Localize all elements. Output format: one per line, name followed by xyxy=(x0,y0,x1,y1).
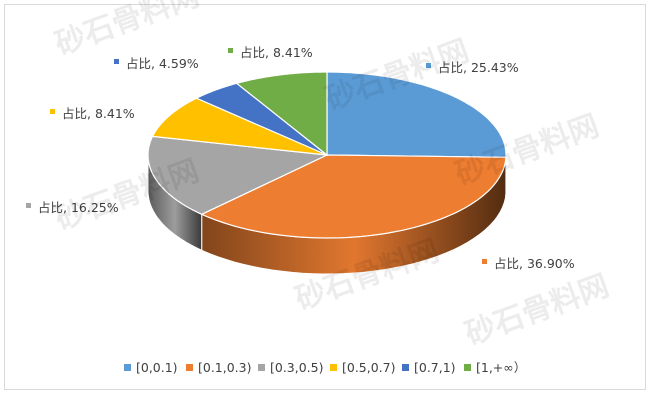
legend-swatch-1 xyxy=(186,364,193,371)
pie-slice-3[interactable] xyxy=(151,97,328,156)
legend-entry-2[interactable]: [0.3,0.5) xyxy=(270,360,324,375)
legend-entry-4[interactable]: [0.7,1) xyxy=(414,360,456,375)
legend-swatch-5 xyxy=(464,364,471,371)
legend-swatch-3 xyxy=(330,364,337,371)
legend-entry-5[interactable]: [1,+∞） xyxy=(476,360,526,375)
legend-swatch-2 xyxy=(258,364,265,371)
pie-slice-4[interactable] xyxy=(195,82,328,156)
data-label-3: 占比, 8.41% xyxy=(62,106,135,121)
legend-entry-3[interactable]: [0.5,0.7) xyxy=(342,360,396,375)
data-label-marker xyxy=(228,48,233,53)
chart-border xyxy=(4,4,646,390)
pie-slice-1[interactable] xyxy=(200,154,507,239)
legend-swatch-0 xyxy=(124,364,131,371)
data-label-marker xyxy=(426,63,431,68)
watermark: 砂石骨料网 xyxy=(461,268,614,352)
data-label-0: 占比, 25.43% xyxy=(438,60,519,75)
watermark: 砂石骨料网 xyxy=(51,0,204,63)
data-label-marker xyxy=(26,203,31,208)
pie-slice-5[interactable] xyxy=(235,71,328,157)
data-label-marker xyxy=(114,59,119,64)
legend-swatch-4 xyxy=(402,364,409,371)
pie-slice-0[interactable] xyxy=(326,71,507,158)
data-label-5: 占比, 8.41% xyxy=(240,45,313,60)
data-label-2: 占比, 16.25% xyxy=(38,200,119,215)
data-label-marker xyxy=(482,259,487,264)
data-label-1: 占比, 36.90% xyxy=(494,256,575,271)
pie-slice-2[interactable] xyxy=(147,135,330,215)
legend-entry-0[interactable]: [0,0.1) xyxy=(136,360,178,375)
data-label-4: 占比, 4.59% xyxy=(126,56,199,71)
legend-entry-1[interactable]: [0.1,0.3) xyxy=(198,360,252,375)
data-label-marker xyxy=(50,109,55,114)
